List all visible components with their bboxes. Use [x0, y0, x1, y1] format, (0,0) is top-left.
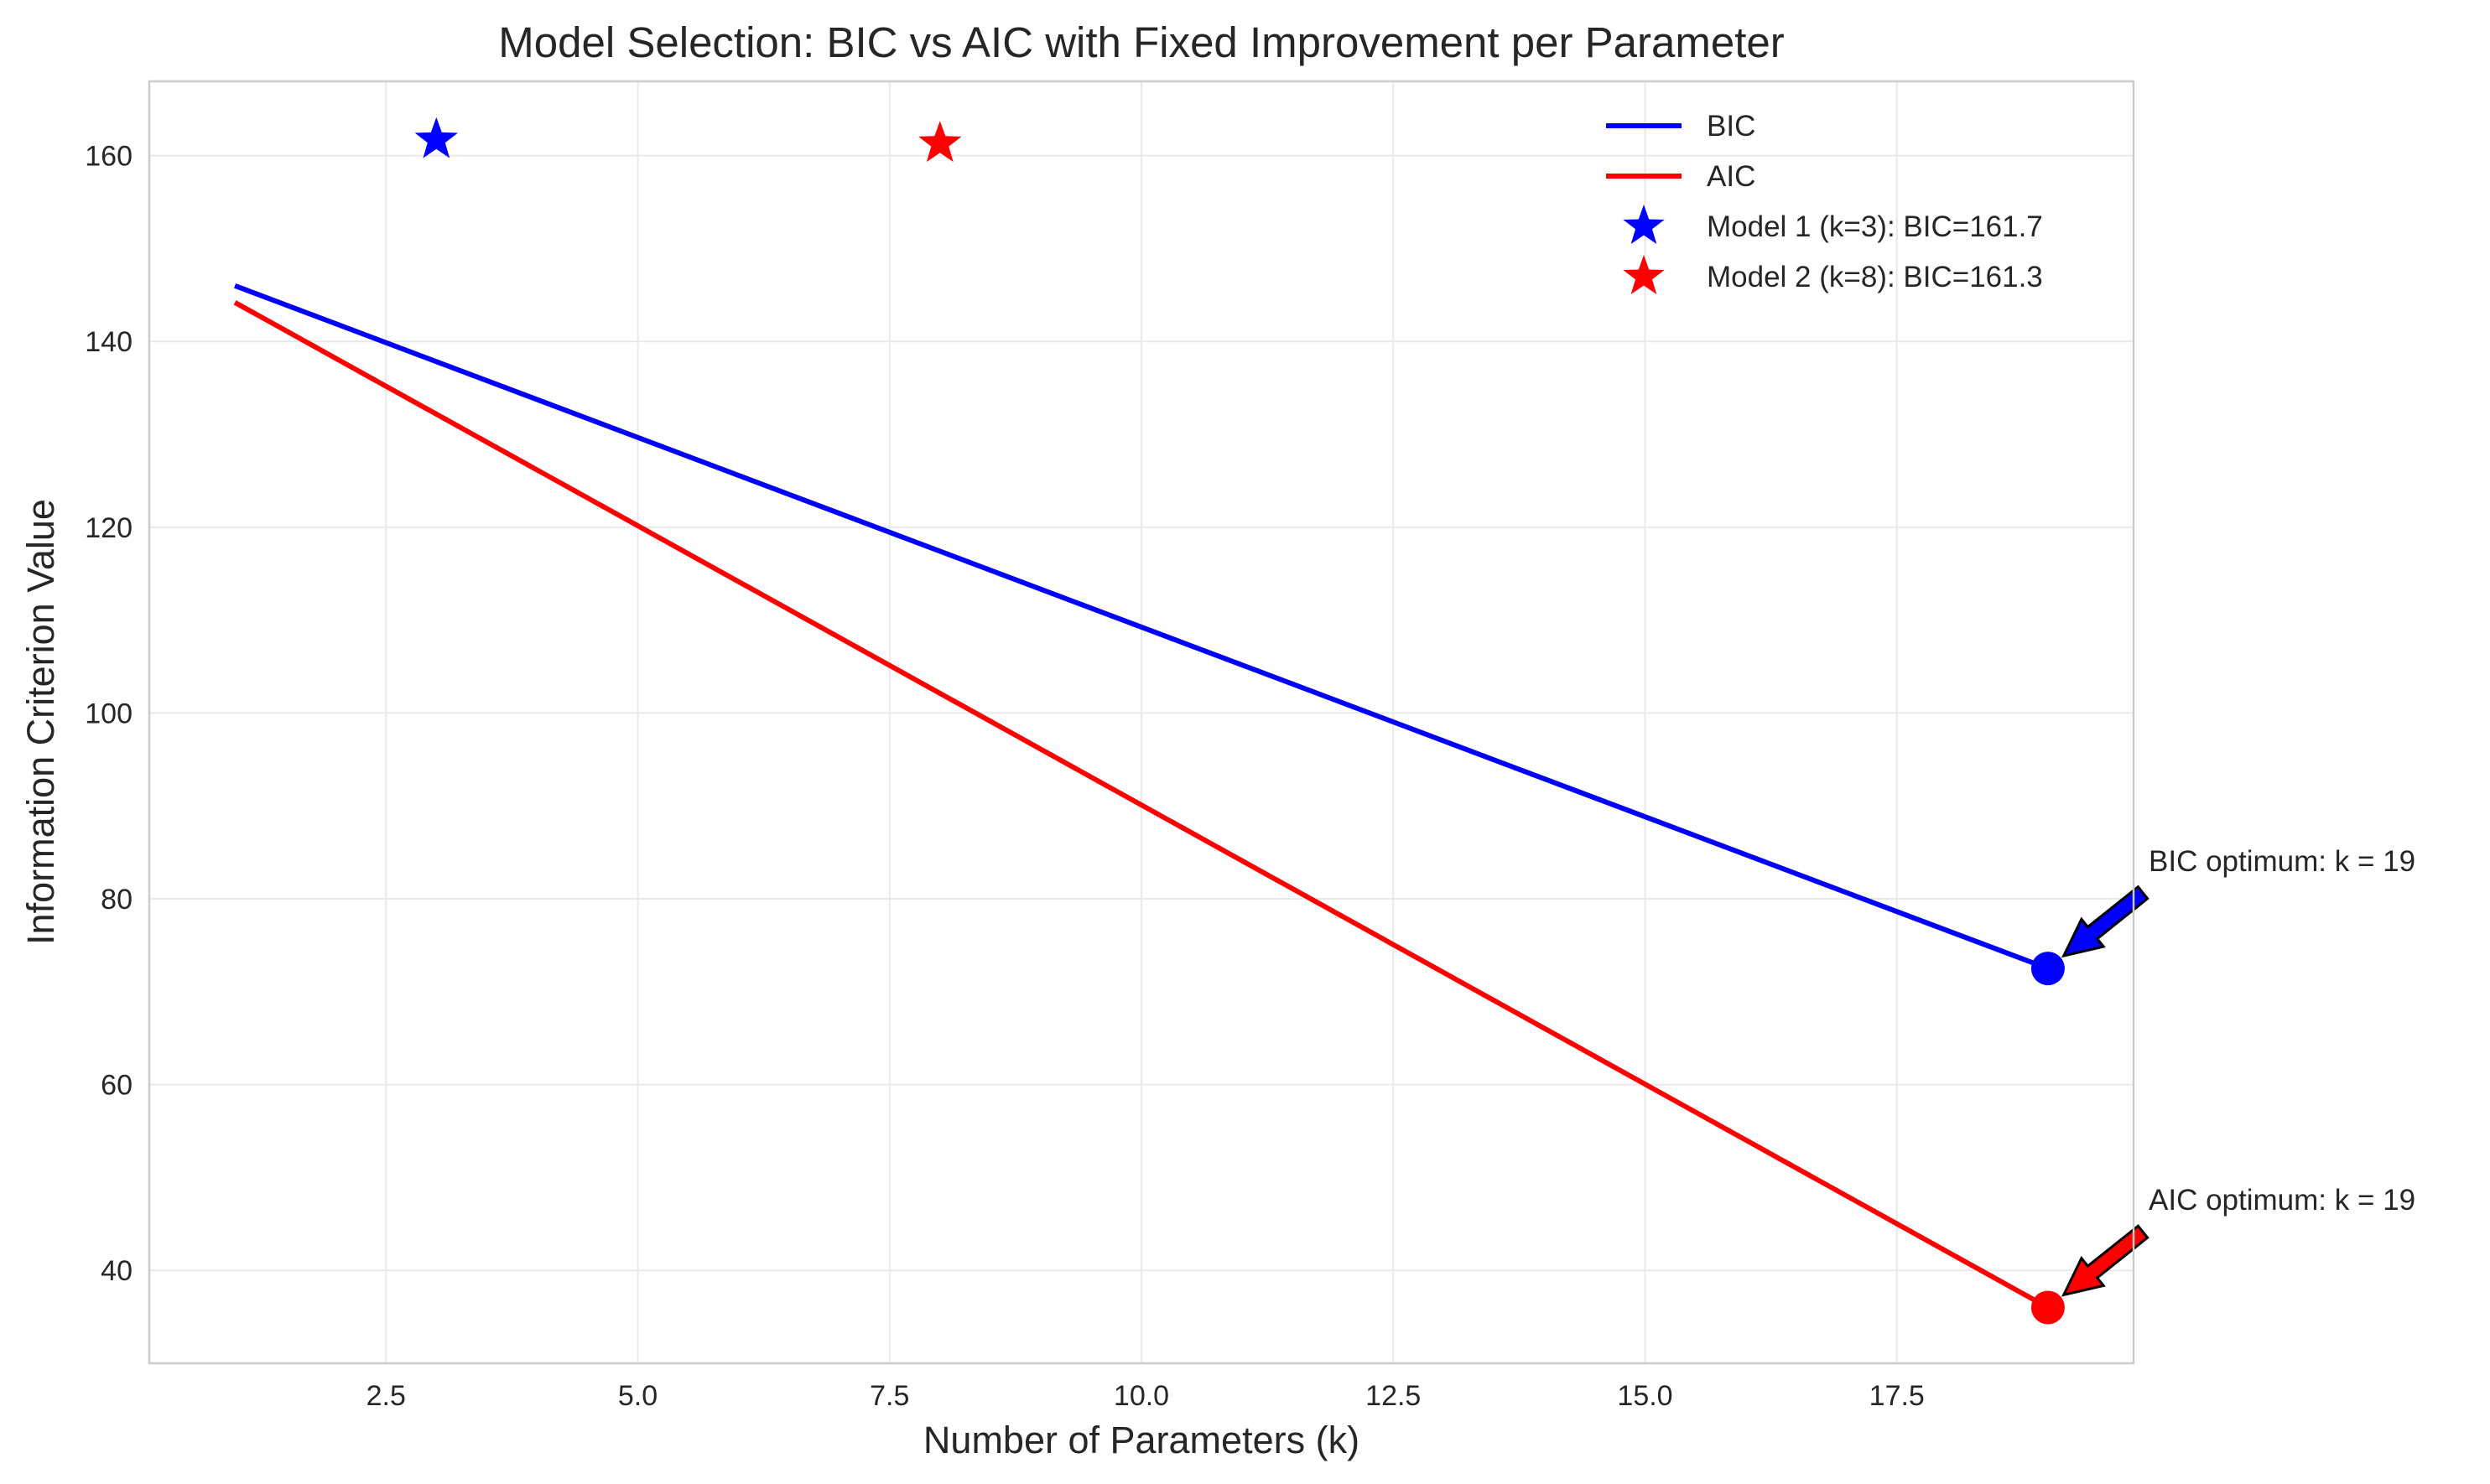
point-markers	[414, 117, 962, 163]
legend-star-model-1	[1623, 205, 1665, 244]
y-tick-label: 80	[101, 884, 133, 916]
x-tick-label: 5.0	[618, 1380, 658, 1412]
star-marker-model-2	[918, 121, 962, 163]
x-tick-label: 7.5	[870, 1380, 909, 1412]
y-tick-label: 60	[101, 1070, 133, 1102]
y-tick-label: 120	[85, 512, 133, 544]
aic-optimum-point	[2030, 1290, 2065, 1325]
y-tick-label: 40	[101, 1255, 133, 1287]
legend-label-model-2: Model 2 (k=8): BIC=161.3	[1707, 261, 2043, 293]
aic-optimum-arrow	[2061, 1224, 2150, 1297]
x-tick-label: 2.5	[366, 1380, 406, 1412]
x-tick-label: 10.0	[1114, 1380, 1169, 1412]
y-tick-label: 160	[85, 141, 133, 173]
legend-label-aic: AIC	[1707, 160, 1755, 193]
bic-optimum-point	[2030, 952, 2065, 986]
legend-label-model-1: Model 1 (k=3): BIC=161.7	[1707, 210, 2043, 243]
series-lines	[233, 283, 2050, 1310]
x-tick-label: 12.5	[1365, 1380, 1421, 1412]
bic-optimum-arrow	[2061, 885, 2150, 958]
aic-optimum-label: AIC optimum: k = 19	[2149, 1184, 2415, 1217]
ticks: 2.5 5.0 7.5 10.0 12.5 15.0 17.5 40 60 80 100 120 140…	[85, 141, 1925, 1412]
star-marker-model-1	[414, 117, 458, 158]
annotations: BIC optimum: k = 19 AIC optimum: k = 19	[2030, 845, 2415, 1325]
x-tick-label: 17.5	[1869, 1380, 1925, 1412]
plot-frame	[148, 80, 2135, 1365]
bic-optimum-label: BIC optimum: k = 19	[2149, 845, 2415, 878]
y-tick-label: 100	[85, 698, 133, 729]
grid	[149, 81, 2134, 1363]
series-line-aic	[233, 300, 2050, 1310]
series-line-bic	[234, 283, 2049, 971]
legend-label-bic: BIC	[1707, 110, 1755, 143]
legend-star-model-2	[1623, 255, 1665, 294]
y-tick-label: 140	[85, 326, 133, 358]
chart-title: Model Selection: BIC vs AIC with Fixed I…	[498, 18, 1784, 66]
x-tick-label: 15.0	[1617, 1380, 1672, 1412]
y-axis-label: Information Criterion Value	[19, 499, 62, 945]
legend: BIC AIC Model 1 (k=3): BIC=161.7 Model 2 (k…	[1606, 110, 2043, 294]
x-axis-label: Number of Parameters (k)	[923, 1419, 1359, 1461]
